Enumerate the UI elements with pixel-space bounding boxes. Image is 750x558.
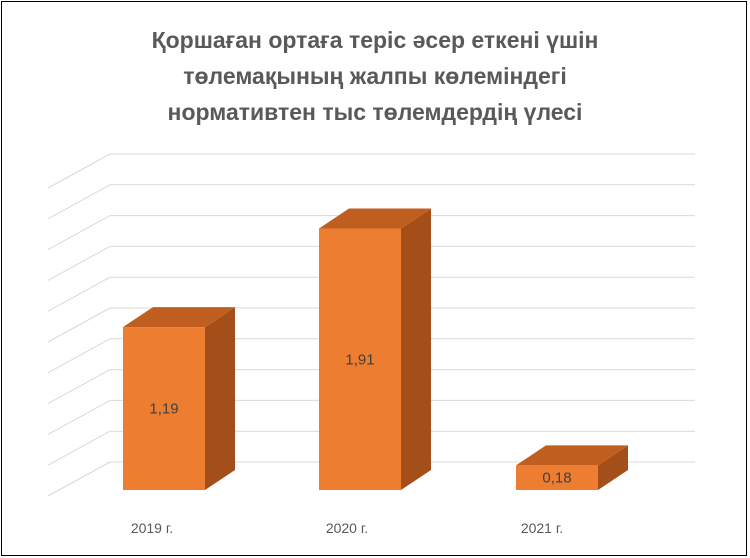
data-label-1: 1,19 (149, 401, 178, 418)
bar-side-2 (401, 208, 431, 490)
gridline-side (47, 338, 111, 374)
gridline-side (47, 399, 111, 435)
bar-2 (319, 228, 401, 490)
bar-top-1 (123, 307, 235, 328)
data-label-2: 1,91 (345, 351, 374, 368)
gridline-side (47, 430, 111, 466)
gridline-side (47, 307, 111, 343)
chart-title: Қоршаған ортаға теріс әсер еткені үшін т… (0, 22, 750, 130)
gridline-side (47, 245, 111, 281)
chart-title-line-1: Қоршаған ортаға теріс әсер еткені үшін (151, 27, 599, 53)
gridline-side (47, 153, 111, 189)
bar-3 (516, 465, 598, 490)
bar-top-2 (319, 208, 431, 229)
bar-1 (123, 327, 205, 490)
gridline-side (47, 461, 111, 497)
chart-title-line-3: нормативтен тыс төлемдердің үлесі (167, 99, 583, 125)
bar-side-3 (598, 445, 628, 490)
category-label-2: 2020 г. (326, 520, 368, 536)
gridline-side (47, 184, 111, 220)
gridline-side (47, 276, 111, 312)
category-label-1: 2019 г. (131, 520, 173, 536)
data-label-3: 0,18 (542, 470, 571, 487)
bar-side-1 (205, 307, 235, 490)
bar-top-3 (516, 445, 628, 466)
category-label-3: 2021 г. (521, 520, 563, 536)
gridline-side (47, 215, 111, 251)
chart-title-line-2: төлемақының жалпы көлеміндегі (183, 63, 567, 89)
gridline-side (47, 369, 111, 405)
